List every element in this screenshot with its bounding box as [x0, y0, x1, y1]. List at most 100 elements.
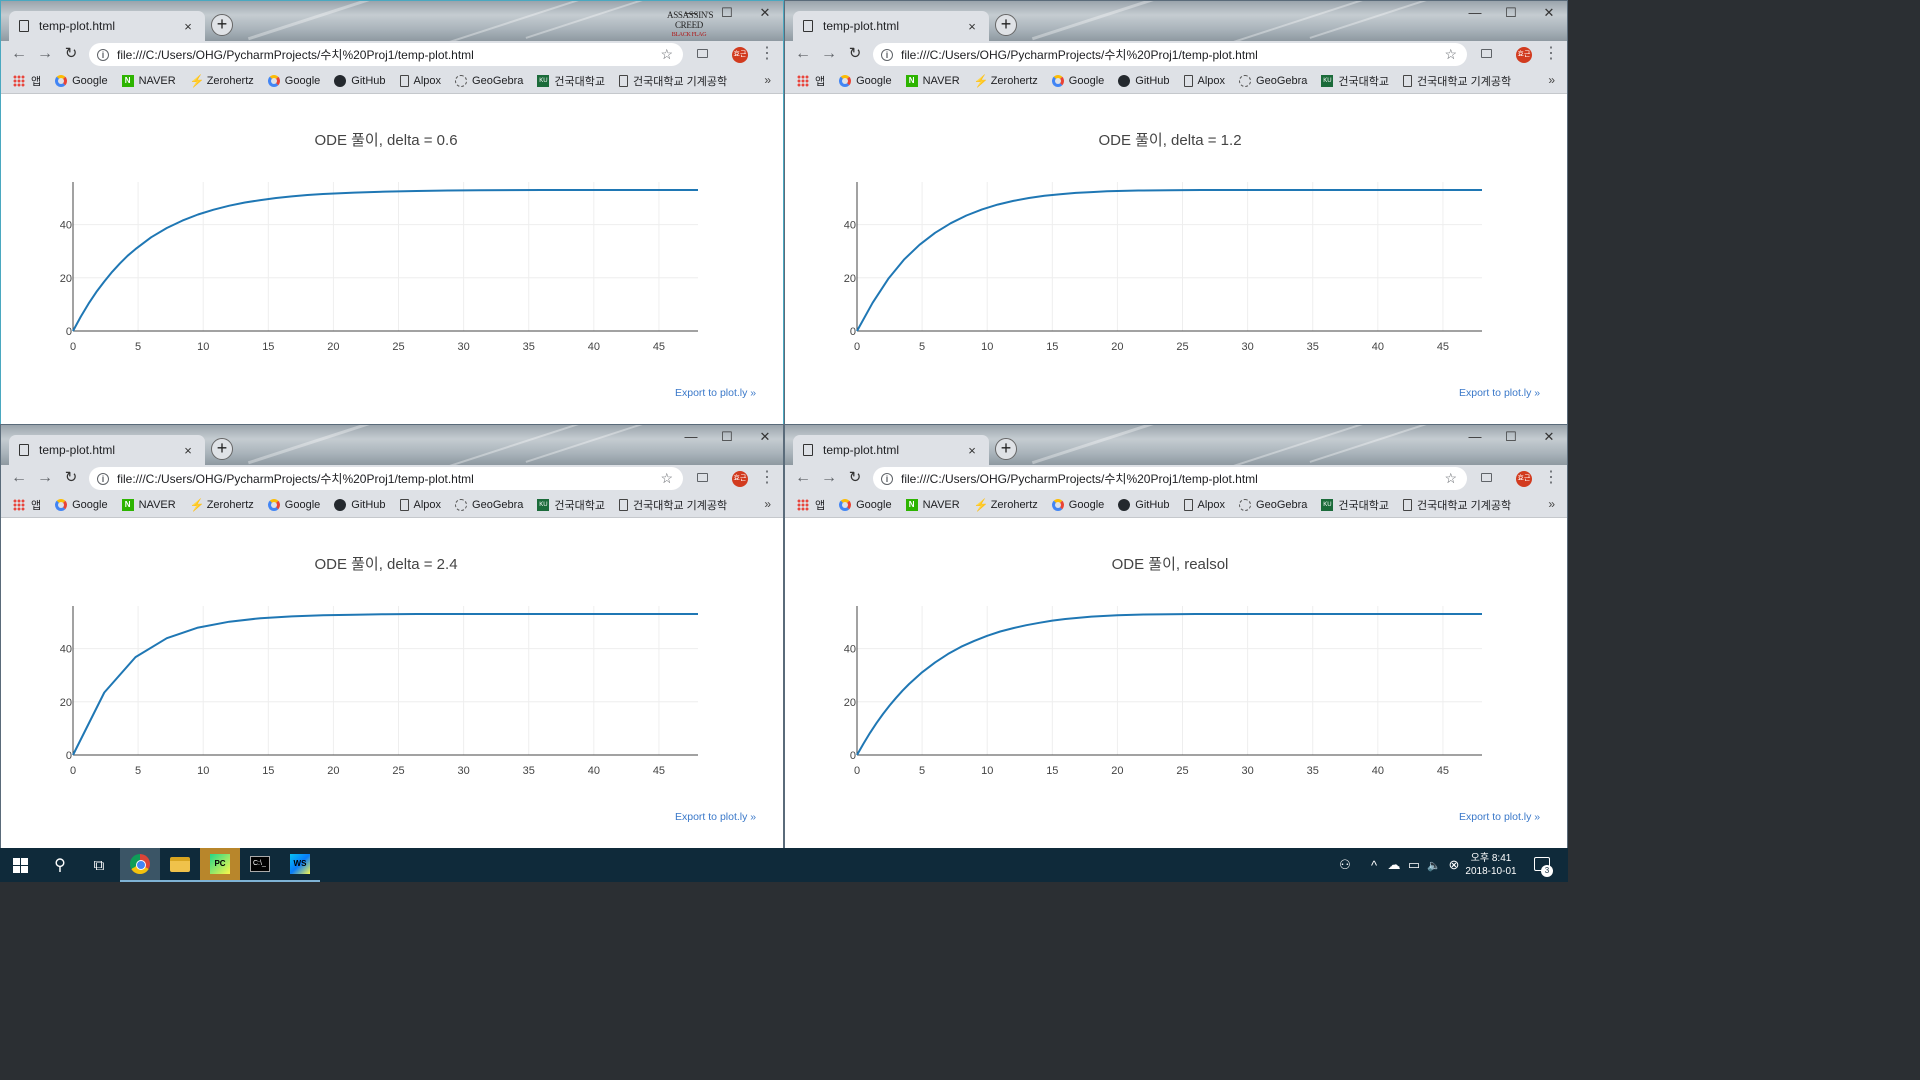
bookmark-zerohertz[interactable]: ⚡ Zerohertz: [190, 499, 254, 511]
browser-tab[interactable]: temp-plot.html ×: [9, 435, 205, 465]
bookmark-google[interactable]: Google: [1051, 74, 1104, 87]
tab-close-icon[interactable]: ×: [184, 18, 192, 34]
back-button[interactable]: ←: [11, 45, 27, 62]
bookmark-star-icon[interactable]: ☆: [660, 46, 673, 62]
task-view-button[interactable]: ⧉: [80, 848, 118, 882]
info-icon[interactable]: i: [881, 472, 893, 485]
bookmark-geogebra[interactable]: GeoGebra: [455, 498, 523, 511]
back-button[interactable]: ←: [795, 469, 811, 486]
maximize-button[interactable]: ☐: [721, 429, 733, 444]
bookmarks-overflow-icon[interactable]: »: [1548, 73, 1555, 87]
bookmark-naver[interactable]: N NAVER: [121, 74, 176, 87]
network-icon[interactable]: ⊗: [1448, 857, 1460, 872]
tab-close-icon[interactable]: ×: [968, 442, 976, 458]
tray-expand-icon[interactable]: ^: [1370, 857, 1378, 873]
new-tab-button[interactable]: +: [211, 438, 233, 460]
bookmark-zerohertz[interactable]: ⚡ Zerohertz: [974, 499, 1038, 511]
bookmarks-overflow-icon[interactable]: »: [1548, 497, 1555, 511]
new-tab-button[interactable]: +: [995, 14, 1017, 36]
taskbar-file-explorer[interactable]: [160, 848, 200, 882]
tab-close-icon[interactable]: ×: [184, 442, 192, 458]
bookmark-apps[interactable]: 앱: [1, 497, 41, 513]
forward-button[interactable]: →: [821, 45, 837, 62]
reload-button[interactable]: ↻: [64, 469, 78, 486]
export-link[interactable]: Export to plot.ly »: [1459, 387, 1541, 399]
bookmark-star-icon[interactable]: ☆: [1444, 46, 1457, 62]
browser-tab[interactable]: temp-plot.html ×: [793, 11, 989, 41]
profile-avatar[interactable]: 효근: [1516, 47, 1532, 63]
browser-tab[interactable]: temp-plot.html ×: [9, 11, 205, 41]
menu-icon[interactable]: ⋮: [759, 45, 775, 62]
bookmark-star-icon[interactable]: ☆: [660, 470, 673, 486]
cast-icon[interactable]: [697, 473, 708, 482]
browser-tab[interactable]: temp-plot.html ×: [793, 435, 989, 465]
close-window-button[interactable]: ✕: [759, 5, 771, 20]
profile-avatar[interactable]: 효근: [732, 47, 748, 63]
search-button[interactable]: ⚲: [40, 848, 80, 882]
forward-button[interactable]: →: [37, 469, 53, 486]
export-link[interactable]: Export to plot.ly »: [675, 811, 757, 823]
bookmark-geogebra[interactable]: GeoGebra: [1239, 74, 1307, 87]
bookmark-apps[interactable]: 앱: [785, 497, 825, 513]
forward-button[interactable]: →: [37, 45, 53, 62]
export-link[interactable]: Export to plot.ly »: [1459, 811, 1541, 823]
bookmark-apps[interactable]: 앱: [1, 73, 41, 89]
bookmark-google[interactable]: Google: [1051, 498, 1104, 511]
bookmark-naver[interactable]: N NAVER: [905, 498, 960, 511]
address-bar[interactable]: i file:///C:/Users/OHG/PycharmProjects/수…: [873, 43, 1467, 66]
start-button[interactable]: [0, 848, 40, 882]
bookmark-document[interactable]: 건국대학교 기계공학: [619, 497, 727, 513]
profile-avatar[interactable]: 효근: [732, 471, 748, 487]
maximize-button[interactable]: ☐: [1505, 429, 1517, 444]
minimize-button[interactable]: —: [684, 5, 698, 20]
bookmark-github[interactable]: GitHub: [334, 74, 386, 87]
info-icon[interactable]: i: [97, 472, 109, 485]
bookmark-document[interactable]: Alpox: [1183, 498, 1225, 511]
bookmark-geogebra[interactable]: GeoGebra: [455, 74, 523, 87]
taskbar-pycharm[interactable]: PC: [200, 848, 240, 882]
new-tab-button[interactable]: +: [211, 14, 233, 36]
info-icon[interactable]: i: [881, 48, 893, 61]
cast-icon[interactable]: [1481, 49, 1492, 58]
address-bar[interactable]: i file:///C:/Users/OHG/PycharmProjects/수…: [89, 43, 683, 66]
bookmarks-overflow-icon[interactable]: »: [764, 497, 771, 511]
menu-icon[interactable]: ⋮: [1543, 45, 1559, 62]
address-bar[interactable]: i file:///C:/Users/OHG/PycharmProjects/수…: [873, 467, 1467, 490]
bookmark-star-icon[interactable]: ☆: [1444, 470, 1457, 486]
bookmark-konkuk[interactable]: KU 건국대학교: [537, 497, 605, 513]
tab-close-icon[interactable]: ×: [968, 18, 976, 34]
reload-button[interactable]: ↻: [848, 469, 862, 486]
bookmark-naver[interactable]: N NAVER: [121, 498, 176, 511]
bookmark-google[interactable]: Google: [55, 498, 108, 511]
back-button[interactable]: ←: [11, 469, 27, 486]
bookmark-document[interactable]: 건국대학교 기계공학: [1403, 73, 1511, 89]
bookmark-google[interactable]: Google: [55, 74, 108, 87]
bookmark-github[interactable]: GitHub: [1118, 74, 1170, 87]
bookmark-github[interactable]: GitHub: [1118, 498, 1170, 511]
export-link[interactable]: Export to plot.ly »: [675, 387, 757, 399]
people-icon[interactable]: ⚇: [1339, 857, 1351, 872]
taskbar-chrome[interactable]: [120, 848, 160, 882]
reload-button[interactable]: ↻: [848, 45, 862, 62]
taskbar-command-prompt[interactable]: C:\_: [240, 848, 280, 882]
minimize-button[interactable]: —: [1468, 429, 1482, 444]
bookmark-konkuk[interactable]: KU 건국대학교: [1321, 497, 1389, 513]
maximize-button[interactable]: ☐: [721, 5, 733, 20]
profile-avatar[interactable]: 효근: [1516, 471, 1532, 487]
battery-icon[interactable]: ▭: [1407, 857, 1421, 872]
bookmark-naver[interactable]: N NAVER: [905, 74, 960, 87]
back-button[interactable]: ←: [795, 45, 811, 62]
close-window-button[interactable]: ✕: [1543, 5, 1555, 20]
menu-icon[interactable]: ⋮: [759, 469, 775, 486]
bookmark-geogebra[interactable]: GeoGebra: [1239, 498, 1307, 511]
bookmark-konkuk[interactable]: KU 건국대학교: [1321, 73, 1389, 89]
new-tab-button[interactable]: +: [995, 438, 1017, 460]
bookmark-document[interactable]: 건국대학교 기계공학: [1403, 497, 1511, 513]
bookmarks-overflow-icon[interactable]: »: [764, 73, 771, 87]
bookmark-google[interactable]: Google: [839, 74, 892, 87]
clock[interactable]: 오후 8:41 2018-10-01: [1460, 852, 1522, 878]
taskbar-webstorm[interactable]: WS: [280, 848, 320, 882]
minimize-button[interactable]: —: [1468, 5, 1482, 20]
bookmark-document[interactable]: Alpox: [399, 74, 441, 87]
close-window-button[interactable]: ✕: [1543, 429, 1555, 444]
